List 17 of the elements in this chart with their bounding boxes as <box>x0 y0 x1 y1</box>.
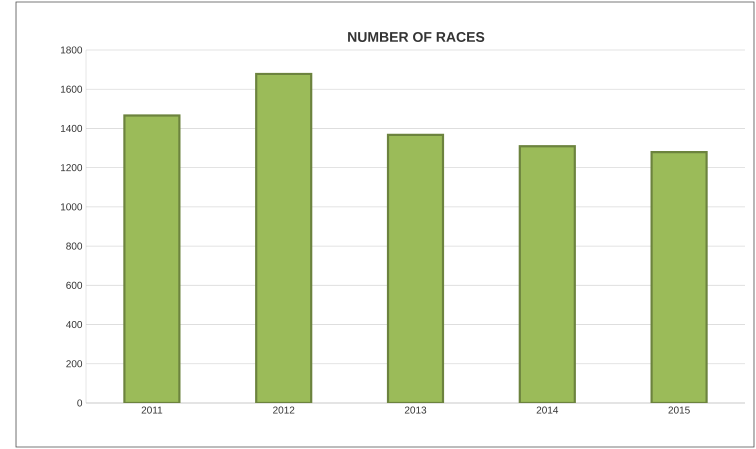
x-tick-label: 2013 <box>404 406 426 414</box>
y-tick-label: 1400 <box>60 124 82 132</box>
chart-title: NUMBER OF RACES <box>348 32 484 42</box>
y-tick-label: 1200 <box>60 164 82 172</box>
x-tick-label: 2014 <box>536 406 558 414</box>
y-tick-label: 1000 <box>60 203 82 210</box>
bar <box>518 145 576 403</box>
x-tick-label: 2011 <box>142 406 162 414</box>
y-tick-label: 0 <box>77 399 82 407</box>
y-tick-label: 1600 <box>60 86 82 93</box>
x-tick-label: 2015 <box>668 406 690 414</box>
y-tick-label: 400 <box>66 321 82 328</box>
y-tick-label: 1800 <box>60 46 82 54</box>
y-tick-label: 200 <box>66 360 82 368</box>
x-tick-label: 2012 <box>273 406 294 414</box>
y-tick-label: 600 <box>66 282 82 289</box>
y-tick-label: 800 <box>66 242 82 250</box>
